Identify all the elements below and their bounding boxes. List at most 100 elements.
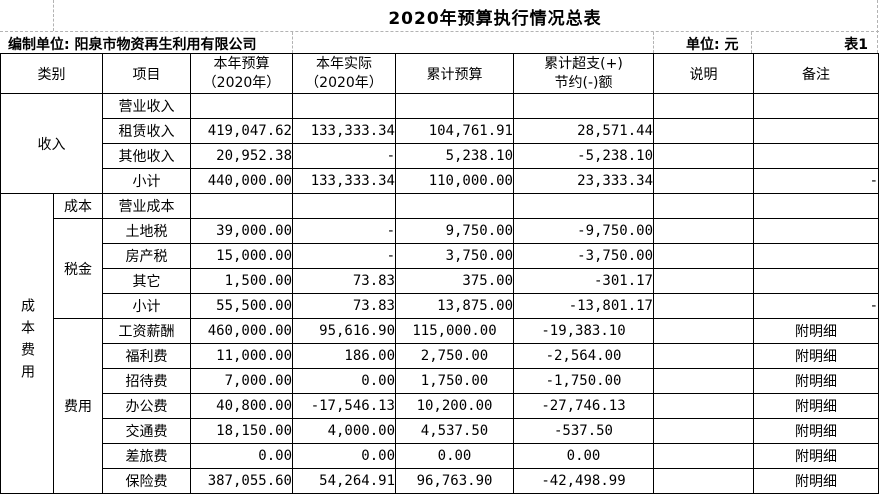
variance-cell-text: -1,750.00	[545, 373, 622, 389]
category-cell-text: 成本费用	[19, 297, 35, 386]
table-row: 其它 1,500.00 73.83 375.00 -301.17	[1, 268, 879, 294]
cum-budget-cell-text: 4,537.50	[420, 423, 489, 439]
actual-cell: -	[292, 218, 396, 244]
note-cell	[653, 268, 754, 294]
budget-cell: 11,000.00	[190, 343, 293, 369]
actual-cell-text: 4,000.00	[327, 423, 395, 439]
variance-cell-text: -19,383.10	[541, 323, 626, 339]
table-row: 房产税 15,000.00-3,750.00 -3,750.00	[1, 243, 879, 269]
cum-budget-cell: 5,238.10	[395, 143, 514, 169]
remark-cell-text: -	[869, 298, 878, 314]
subcategory-cell-text: 税金	[64, 261, 92, 278]
budget-cell: 55,500.00	[190, 293, 293, 319]
item-cell-text: 其它	[132, 274, 161, 290]
item-cell: 办公费	[102, 393, 191, 419]
item-cell-text: 小计	[132, 174, 161, 190]
remark-cell	[753, 268, 879, 294]
variance-cell-text: -9,750.00	[577, 223, 653, 239]
note-cell	[653, 243, 754, 269]
variance-cell: 28,571.44	[513, 118, 654, 144]
remark-cell	[753, 118, 879, 144]
actual-cell: 0.00	[292, 368, 396, 394]
remark-cell: -	[753, 168, 879, 194]
actual-cell-text: 73.83	[352, 273, 395, 289]
variance-cell-text: 23,333.34	[577, 173, 653, 189]
item-cell-text: 营业收入	[118, 99, 175, 115]
header-variance: 累计超支(+) 节约(-)额	[513, 53, 654, 94]
note-cell	[653, 168, 754, 194]
cum-budget-cell-text: 10,200.00	[416, 398, 493, 414]
actual-cell-text: 95,616.90	[319, 323, 395, 339]
cum-budget-cell	[395, 93, 514, 119]
budget-cell: 39,000.00	[190, 218, 293, 244]
variance-cell: 23,333.34	[513, 168, 654, 194]
note-cell	[653, 93, 754, 119]
note-cell	[653, 118, 754, 144]
cum-budget-cell: 4,537.50	[395, 418, 514, 444]
table-row: 办公费 40,800.00 -17,546.13 10,200.00 -27,746.1…	[1, 393, 879, 419]
variance-cell: -19,383.10	[513, 318, 654, 344]
actual-cell: 0.00	[292, 443, 396, 469]
item-cell: 营业收入	[102, 93, 191, 119]
cum-budget-cell-text: 104,761.91	[428, 123, 513, 139]
remark-cell: 附明细	[753, 468, 879, 494]
note-cell	[653, 393, 754, 419]
header-year-budget-line1: 本年预算	[213, 55, 270, 72]
actual-cell: 73.83	[292, 268, 396, 294]
item-cell: 土地税	[102, 218, 191, 244]
note-cell	[653, 468, 754, 494]
table-row: 小计 440,000.00 133,333.34 110,000.00 23,333.3…	[1, 168, 879, 194]
actual-cell: -	[292, 243, 396, 269]
actual-cell-text: 0.00	[361, 448, 395, 464]
category-cell: 收入	[0, 93, 103, 194]
cum-budget-cell-text: 5,238.10	[445, 148, 513, 164]
header-year-actual-line2: （2020年）	[305, 74, 383, 91]
actual-cell-text: -17,546.13	[310, 398, 395, 414]
table-body: 收入 营业收入 租赁收入 419,047.62 133,333.34 104,761.91…	[0, 93, 879, 494]
note-cell	[653, 318, 754, 344]
actual-cell-text: 0.00	[361, 373, 395, 389]
variance-cell: -27,746.13	[513, 393, 654, 419]
table-row: 差旅费 0.00 0.00 0.00 0.00 附明细	[1, 443, 879, 469]
note-cell	[653, 443, 754, 469]
note-cell	[653, 193, 754, 219]
variance-cell	[513, 93, 654, 119]
table-row: 费用 工资薪酬 460,000.00 95,616.90 115,000.00 -19,3…	[1, 318, 879, 494]
cum-budget-cell: 104,761.91	[395, 118, 514, 144]
cum-budget-cell-text: 110,000.00	[428, 173, 513, 189]
header-cum-budget: 累计预算	[395, 53, 514, 94]
print-gridline-vertical	[877, 0, 878, 53]
remark-cell-text: 附明细	[795, 399, 837, 415]
item-cell-text: 招待费	[125, 374, 168, 390]
variance-cell-text: 28,571.44	[577, 123, 653, 139]
cum-budget-cell: 3,750.00	[395, 243, 514, 269]
header-variance-line1: 累计超支(+)	[544, 55, 623, 72]
budget-cell: 460,000.00	[190, 318, 293, 344]
variance-cell	[513, 193, 654, 219]
variance-cell-text: -2,564.00	[545, 348, 622, 364]
variance-cell: -3,750.00	[513, 243, 654, 269]
table-row: 租赁收入 419,047.62 133,333.34 104,761.91 28,571…	[1, 118, 879, 144]
budget-cell: 419,047.62	[190, 118, 293, 144]
budget-cell: 40,800.00	[190, 393, 293, 419]
item-cell: 交通费	[102, 418, 191, 444]
variance-cell: -5,238.10	[513, 143, 654, 169]
print-gridline-vertical	[751, 32, 752, 53]
cum-budget-cell-text: 2,750.00	[420, 348, 489, 364]
variance-cell-text: -5,238.10	[577, 148, 653, 164]
item-cell: 其它	[102, 268, 191, 294]
remark-cell: 附明细	[753, 393, 879, 419]
table-row: 其他收入 20,952.38-5,238.10 -5,238.10	[1, 143, 879, 169]
remark-cell-text: 附明细	[795, 374, 837, 390]
actual-cell: 54,264.91	[292, 468, 396, 494]
table-row: 税金 土地税 39,000.00-9,750.00 -9,750.00	[1, 218, 879, 319]
remark-cell: 附明细	[753, 418, 879, 444]
budget-cell-text: 55,500.00	[216, 298, 292, 314]
cum-budget-cell: 13,875.00	[395, 293, 514, 319]
budget-cell: 1,500.00	[190, 268, 293, 294]
budget-cell: 387,055.60	[190, 468, 293, 494]
header-variance-line2: 节约(-)额	[554, 74, 613, 91]
table-row: 收入 营业收入	[0, 93, 879, 194]
variance-cell: -13,801.17	[513, 293, 654, 319]
remark-cell: 附明细	[753, 443, 879, 469]
